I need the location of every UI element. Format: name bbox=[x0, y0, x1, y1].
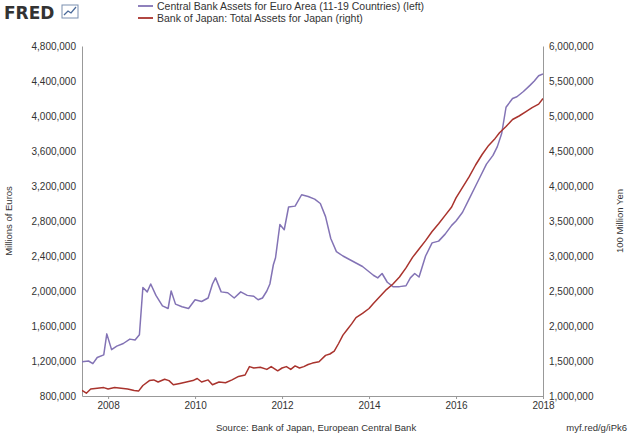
tick-mark bbox=[195, 396, 196, 399]
tick: 4,500,000 bbox=[543, 146, 594, 157]
tick-label: 2018 bbox=[532, 400, 555, 411]
tick: 1,600,000 bbox=[32, 321, 83, 332]
tick: 2,000,000 bbox=[543, 321, 594, 332]
tick: 1,200,000 bbox=[32, 356, 83, 367]
tick-label: 1,600,000 bbox=[32, 321, 77, 332]
tick-label: 2016 bbox=[445, 400, 468, 411]
tick: 2014 bbox=[358, 396, 381, 411]
tick-mark bbox=[456, 396, 457, 399]
tick: 4,000,000 bbox=[543, 181, 594, 192]
tick-label: 4,000,000 bbox=[32, 111, 77, 122]
tick: 2,500,000 bbox=[543, 286, 594, 297]
tick: 5,000,000 bbox=[543, 111, 594, 122]
tick-label: 4,800,000 bbox=[32, 41, 77, 52]
series-line bbox=[82, 74, 543, 364]
tick: 2,400,000 bbox=[32, 251, 83, 262]
tick-label: 6,000,000 bbox=[549, 41, 594, 52]
tick: 1,500,000 bbox=[543, 356, 594, 367]
tick-mark bbox=[369, 396, 370, 399]
tick: 3,500,000 bbox=[543, 216, 594, 227]
tick-label: 2010 bbox=[184, 400, 207, 411]
logo: FRED bbox=[4, 3, 78, 23]
y-axis-title: Millions of Euros bbox=[3, 186, 14, 256]
legend-label: Bank of Japan: Total Assets for Japan (r… bbox=[157, 12, 363, 24]
tick: 2008 bbox=[97, 396, 120, 411]
tick-label: 3,200,000 bbox=[32, 181, 77, 192]
chart: FRED 800,000 1,200,000 1,600,000 2,000,000 2,… bbox=[0, 0, 633, 436]
tick: 4,400,000 bbox=[32, 76, 83, 87]
tick-mark bbox=[282, 396, 283, 399]
legend-swatch bbox=[138, 17, 153, 19]
tick: 6,000,000 bbox=[543, 41, 594, 52]
tick-label: 2,500,000 bbox=[549, 286, 594, 297]
tick-label: 3,000,000 bbox=[549, 251, 594, 262]
tick-label: 4,500,000 bbox=[549, 146, 594, 157]
tick-label: 2,000,000 bbox=[32, 286, 77, 297]
url-note: myf.red/g/iPk6 bbox=[566, 422, 627, 433]
tick-label: 4,400,000 bbox=[32, 76, 77, 87]
tick-label: 1,000,000 bbox=[549, 391, 594, 402]
legend-swatch bbox=[138, 5, 153, 7]
tick: 4,000,000 bbox=[32, 111, 83, 122]
tick: 2018 bbox=[532, 396, 555, 411]
y2-axis: 1,000,000 1,500,000 2,000,000 2,500,000 3,00… bbox=[543, 41, 594, 402]
series-line bbox=[82, 99, 543, 394]
tick-label: 2008 bbox=[97, 400, 120, 411]
logo-text: FRED bbox=[4, 3, 54, 23]
legend: Central Bank Assets for Euro Area (11-19… bbox=[138, 0, 424, 24]
tick-label: 2014 bbox=[358, 400, 381, 411]
y2-axis-title: 100 Million Yen bbox=[614, 189, 625, 253]
y-axis: 800,000 1,200,000 1,600,000 2,000,000 2,400,… bbox=[32, 41, 83, 402]
tick-label: 2,800,000 bbox=[32, 216, 77, 227]
tick: 4,800,000 bbox=[32, 41, 83, 52]
axis-line bbox=[82, 47, 83, 397]
tick-mark bbox=[543, 396, 544, 399]
tick: 2,000,000 bbox=[32, 286, 83, 297]
legend-label: Central Bank Assets for Euro Area (11-19… bbox=[157, 0, 424, 12]
tick-label: 2,400,000 bbox=[32, 251, 77, 262]
tick: 2010 bbox=[184, 396, 207, 411]
tick-label: 1,200,000 bbox=[32, 356, 77, 367]
tick: 2,800,000 bbox=[32, 216, 83, 227]
plot-area bbox=[82, 74, 543, 393]
tick: 800,000 bbox=[40, 391, 82, 402]
tick: 3,200,000 bbox=[32, 181, 83, 192]
tick-label: 2,000,000 bbox=[549, 321, 594, 332]
axis-line bbox=[543, 47, 544, 397]
tick: 2012 bbox=[271, 396, 294, 411]
tick-label: 3,500,000 bbox=[549, 216, 594, 227]
tick-mark bbox=[108, 396, 109, 399]
tick: 5,500,000 bbox=[543, 76, 594, 87]
tick: 2016 bbox=[445, 396, 468, 411]
tick-label: 4,000,000 bbox=[549, 181, 594, 192]
tick-label: 1,500,000 bbox=[549, 356, 594, 367]
logo-icon bbox=[62, 5, 78, 18]
tick-label: 800,000 bbox=[40, 391, 77, 402]
tick-label: 5,000,000 bbox=[549, 111, 594, 122]
axis-line bbox=[83, 396, 544, 397]
source-note: Source: Bank of Japan, European Central … bbox=[216, 422, 416, 433]
tick-label: 5,500,000 bbox=[549, 76, 594, 87]
tick: 3,600,000 bbox=[32, 146, 83, 157]
tick: 3,000,000 bbox=[543, 251, 594, 262]
logo-icon-line bbox=[64, 7, 76, 15]
tick-label: 3,600,000 bbox=[32, 146, 77, 157]
tick-label: 2012 bbox=[271, 400, 294, 411]
x-axis: 2008 2010 2012 2014 2016 2018 bbox=[83, 396, 556, 411]
